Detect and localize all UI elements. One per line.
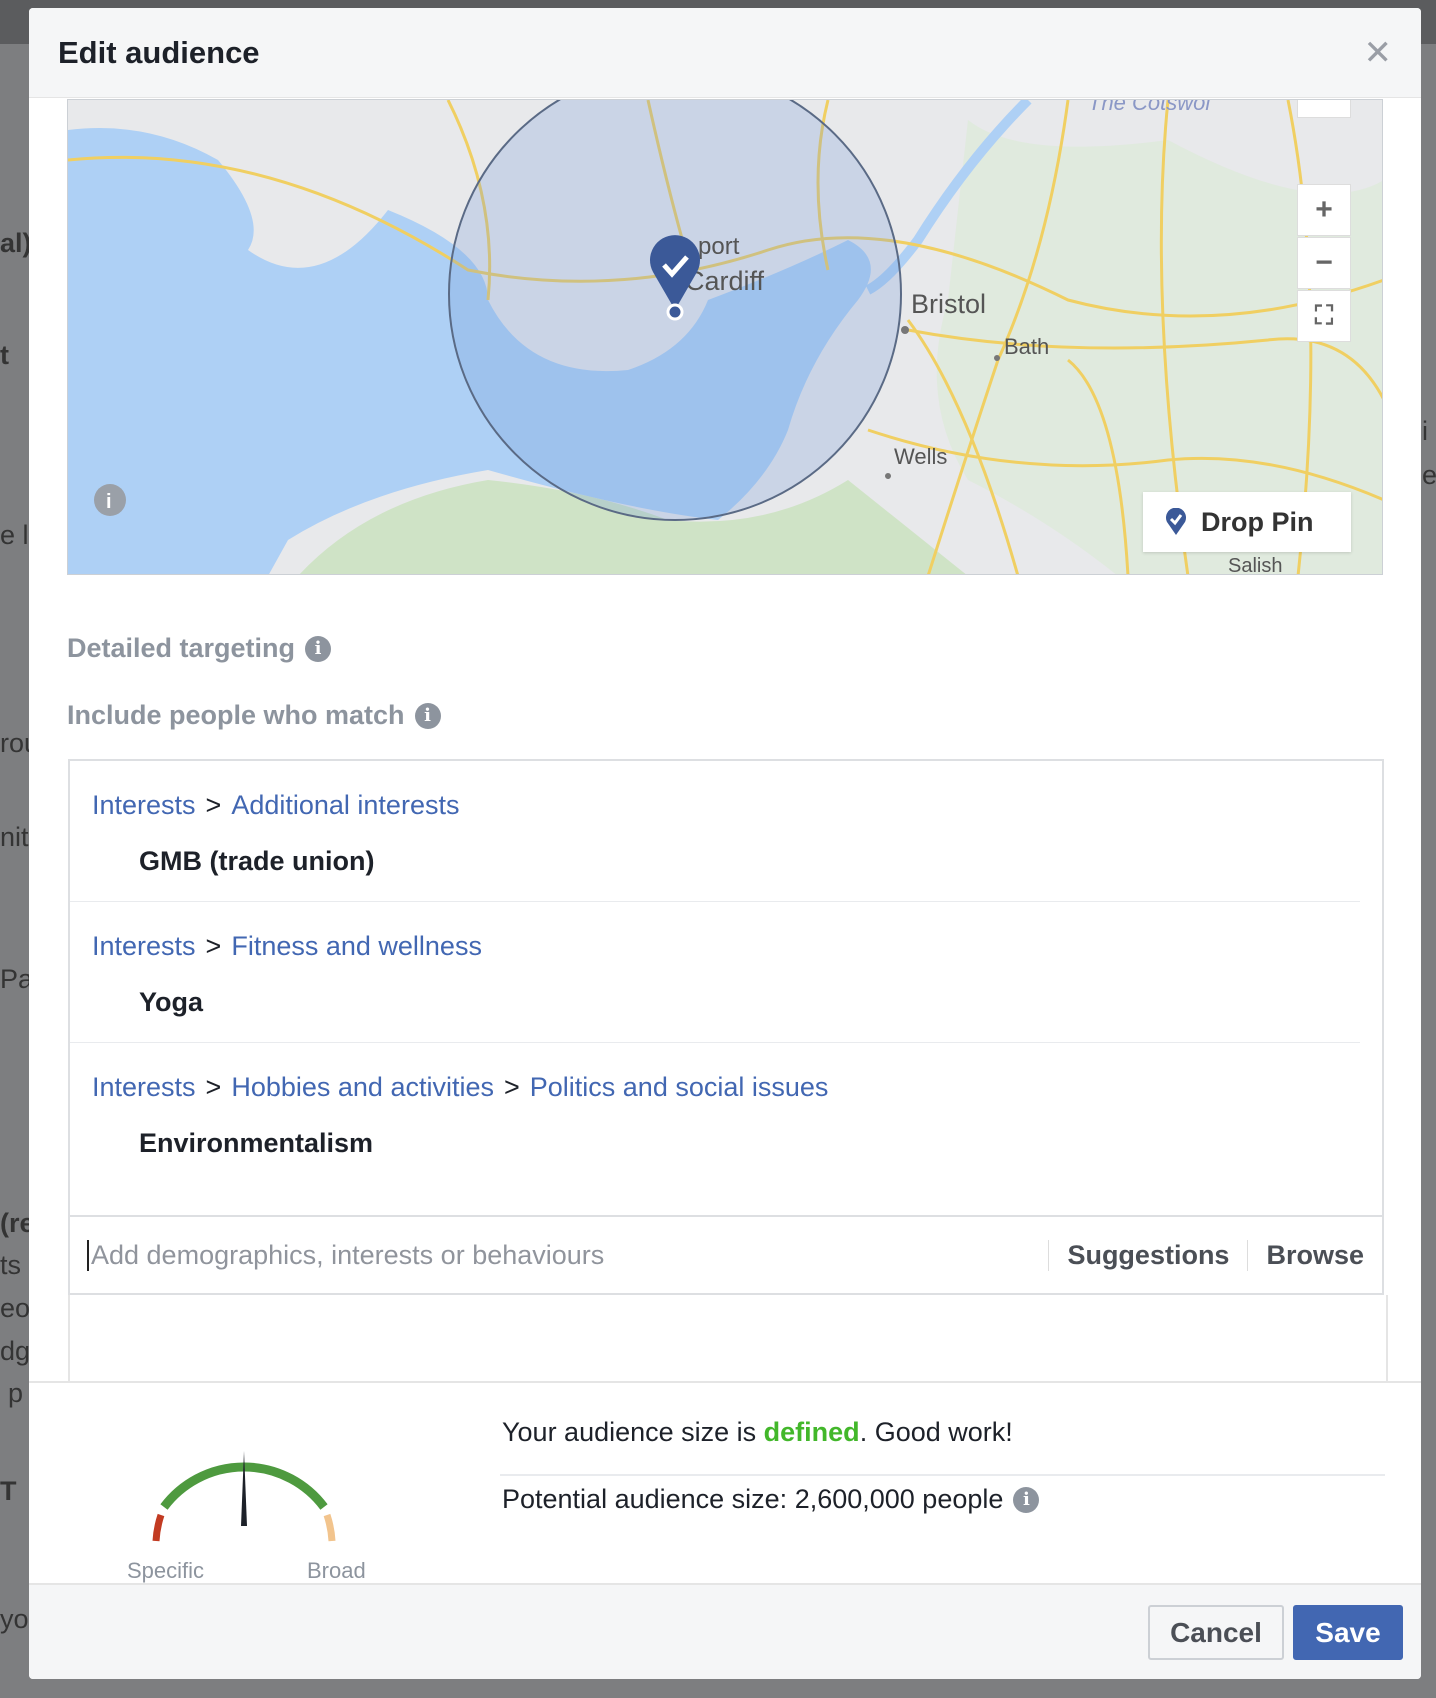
breadcrumb-link[interactable]: Fitness and wellness (231, 931, 482, 961)
map-canvas: port Cardiff Bristol Bath Wells The Cots… (68, 100, 1382, 575)
separator: > (205, 790, 222, 820)
audience-summary: Specific Broad Your audience size is def… (29, 1381, 1421, 1583)
backdrop-text: yo (0, 1604, 29, 1634)
dialog-footer: Cancel Save (29, 1583, 1421, 1679)
map-label: Wells (894, 444, 947, 469)
recenter-icon[interactable]: ⛶ (1297, 290, 1351, 342)
separator: > (503, 1072, 520, 1102)
breadcrumb-link[interactable]: Politics and social issues (529, 1072, 829, 1102)
gauge-needle (241, 1451, 247, 1526)
zoom-in-button[interactable]: + (1297, 184, 1351, 236)
separator: > (205, 1072, 222, 1102)
dropdown-area (68, 1295, 1388, 1389)
map-info-glyph: i (106, 491, 112, 513)
map-label: port (698, 233, 740, 260)
backdrop-text: ts (0, 1250, 22, 1280)
info-icon[interactable]: i (414, 702, 441, 729)
targeting-item: Interests > Additional interests GMB (trad… (70, 761, 1360, 902)
backdrop-text: t (0, 340, 9, 370)
targeting-item: Interests > Fitness and wellness Yoga (70, 902, 1360, 1043)
potential-audience: Potential audience size: 2,600,000 peopl… (502, 1484, 1040, 1515)
map-label: Salish (1228, 555, 1282, 575)
status-prefix: Your audience size is (502, 1417, 764, 1447)
targeting-input-row: Suggestions Browse (68, 1215, 1384, 1295)
city-dot (994, 355, 1000, 361)
backdrop-text: nit (0, 822, 29, 852)
backdrop-text: p (8, 1378, 24, 1408)
cancel-button[interactable]: Cancel (1148, 1605, 1284, 1660)
location-pin-icon[interactable] (650, 235, 700, 321)
info-icon[interactable]: i (1013, 1486, 1040, 1513)
breadcrumb-link[interactable]: Additional interests (231, 790, 460, 820)
status-suffix: . Good work! (859, 1417, 1013, 1447)
targeting-search-input[interactable] (87, 1239, 1049, 1271)
map-label: Bath (1004, 334, 1049, 359)
map-label: Cardiff (685, 266, 765, 296)
targeting-item: Interests > Hobbies and activities > Politic… (70, 1043, 1360, 1183)
map-label: The Cotswol (1088, 100, 1211, 115)
drop-pin-label: Drop Pin (1201, 506, 1314, 537)
gauge-specific-arc (152, 1513, 165, 1542)
breadcrumb: Interests > Additional interests (92, 761, 1338, 821)
include-text: Include people who match (67, 700, 405, 730)
breadcrumb-link[interactable]: Hobbies and activities (231, 1072, 494, 1102)
breadcrumb-link[interactable]: Interests (92, 1072, 196, 1102)
map-info-icon[interactable] (94, 484, 126, 516)
city-dot (885, 473, 891, 479)
gauge-specific-label: Specific (127, 1558, 204, 1583)
drop-pin-button[interactable]: Drop Pin (1143, 492, 1351, 552)
targeting-name[interactable]: GMB (trade union) (139, 845, 375, 876)
info-icon[interactable]: i (305, 635, 332, 662)
audience-status: Your audience size is defined. Good work… (502, 1417, 1013, 1448)
pin-icon (1166, 508, 1186, 535)
map-water (68, 128, 871, 574)
close-icon[interactable]: ✕ (1363, 33, 1393, 72)
browse-button[interactable]: Browse (1247, 1239, 1382, 1271)
gauge-broad-arc (323, 1513, 336, 1542)
backdrop-text: e li (0, 520, 35, 550)
map-label: Bristol (911, 289, 986, 319)
backdrop-text: dg (0, 1336, 31, 1366)
backdrop-text: e (1422, 460, 1436, 490)
heading-text: Detailed targeting (67, 633, 296, 663)
gauge-broad-label: Broad (307, 1558, 366, 1583)
city-dot (901, 326, 909, 334)
breadcrumb-link[interactable]: Interests (92, 931, 196, 961)
include-label: Include people who match i (67, 700, 441, 731)
backdrop-text: eo (0, 1293, 31, 1323)
breadcrumb: Interests > Fitness and wellness (92, 902, 1338, 962)
targeting-list: Interests > Additional interests GMB (trad… (68, 759, 1384, 1295)
detailed-targeting-heading: Detailed targeting i (67, 633, 332, 664)
breadcrumb: Interests > Hobbies and activities > Politic… (92, 1043, 1338, 1103)
backdrop-text: al) (0, 228, 32, 258)
dialog-title: Edit audience (58, 34, 260, 70)
map-control-top[interactable] (1297, 100, 1351, 118)
separator: > (205, 931, 222, 961)
dialog-header: Edit audience ✕ (29, 8, 1421, 98)
zoom-out-button[interactable]: − (1297, 237, 1351, 289)
audience-gauge: Specific Broad (127, 1451, 366, 1583)
backdrop-text: i (1422, 416, 1428, 446)
breadcrumb-link[interactable]: Interests (92, 790, 196, 820)
potential-text: Potential audience size: 2,600,000 peopl… (502, 1484, 1004, 1514)
map-land-south (299, 480, 966, 574)
backdrop-text: (re (0, 1208, 35, 1238)
targeting-name[interactable]: Environmentalism (139, 1127, 374, 1158)
divider (500, 1474, 1385, 1476)
save-button[interactable]: Save (1293, 1605, 1403, 1660)
edit-audience-dialog: Edit audience ✕ port Cardiff Bristol Bat… (29, 8, 1421, 1679)
map-river (865, 100, 1032, 295)
status-value: defined (763, 1417, 860, 1447)
location-map[interactable]: port Cardiff Bristol Bath Wells The Cots… (67, 99, 1383, 575)
backdrop-text: T (0, 1476, 17, 1506)
suggestions-button[interactable]: Suggestions (1048, 1239, 1247, 1271)
backdrop-text: Pa (0, 964, 34, 994)
targeting-name[interactable]: Yoga (139, 986, 204, 1017)
